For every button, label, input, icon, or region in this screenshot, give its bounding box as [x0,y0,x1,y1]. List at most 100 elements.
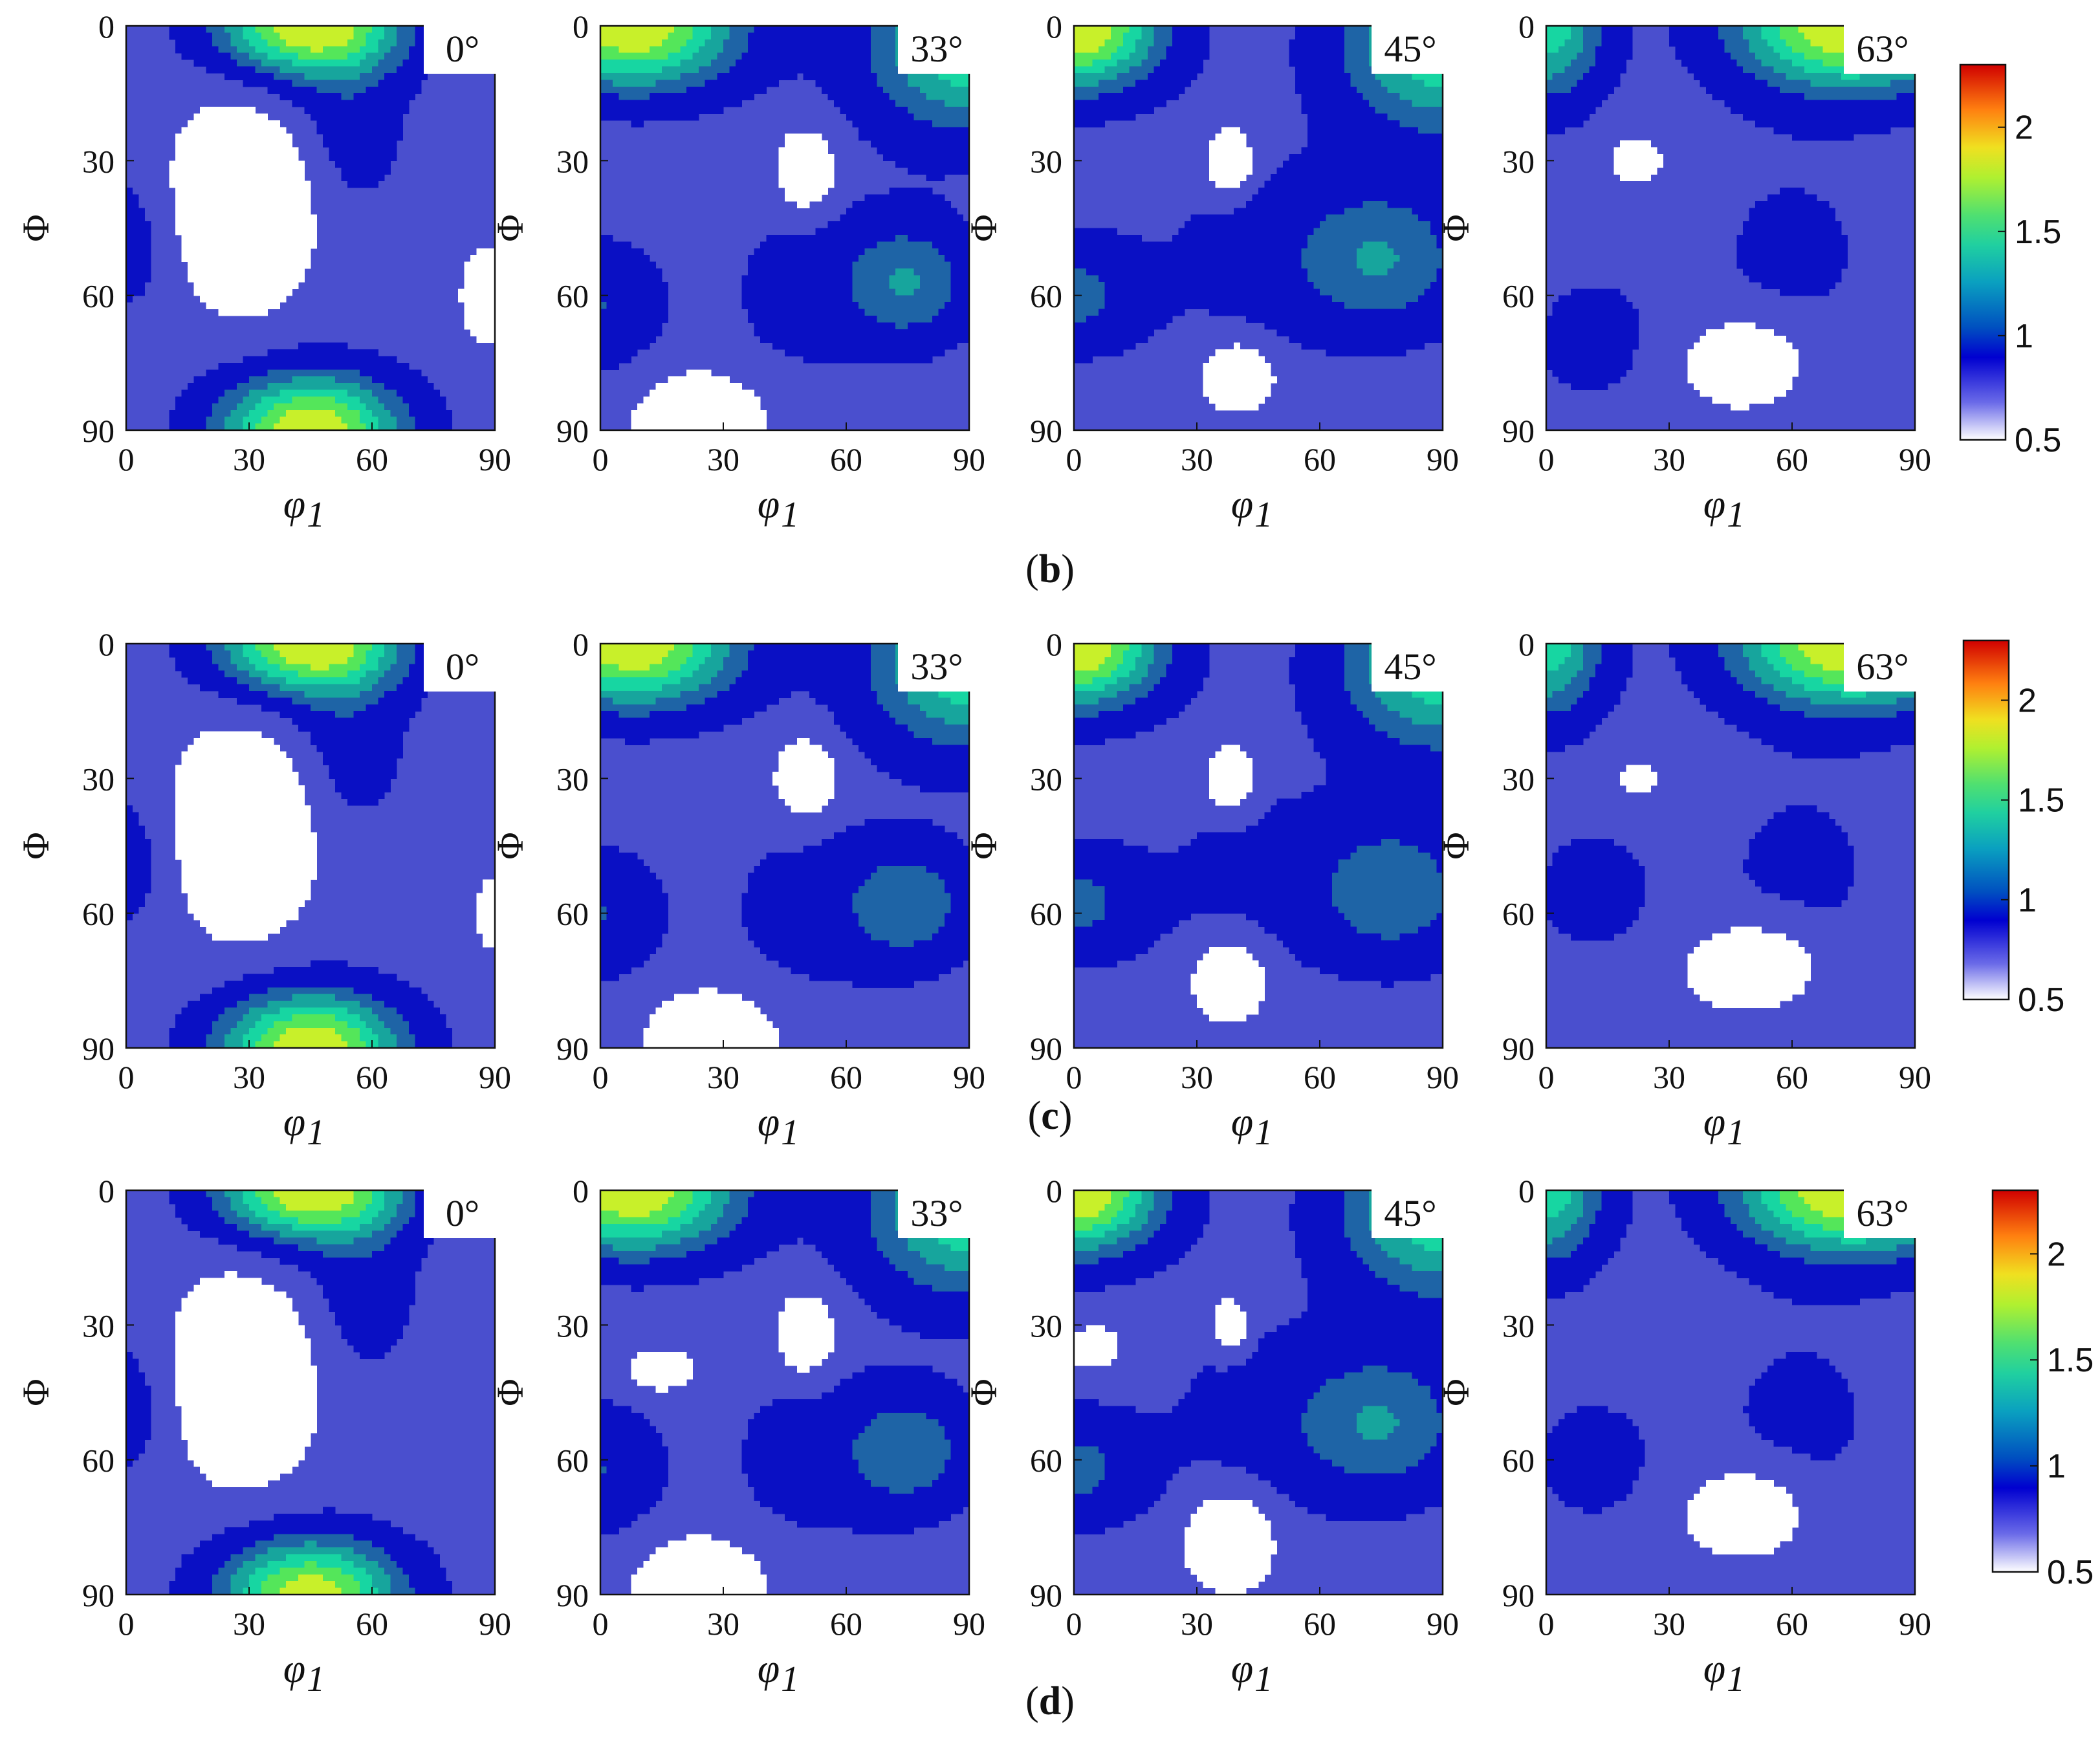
y-tick-label: 90 [1502,413,1535,449]
contour-cell [1681,677,1738,685]
y-tick-label: 30 [556,143,589,179]
contour-cell [1571,1190,1584,1198]
contour-cell [464,309,496,316]
contour-cell [212,1574,232,1582]
contour-cell [1706,704,1780,712]
contour-cell [600,1210,620,1218]
contour-cell [378,423,397,431]
contour-cell [760,1406,970,1413]
contour-cell [1798,1190,1848,1198]
contour-cell [1749,39,1768,47]
contour-cell [692,52,718,60]
contour-cell [1571,1197,1584,1204]
x-tick-label: 0 [118,1059,135,1095]
contour-cell [1344,1217,1370,1225]
contour-cell [631,423,767,431]
contour-cell [360,417,379,424]
contour-cell [175,845,318,853]
contour-cell [237,1021,256,1029]
contour-cell [1172,32,1210,40]
contour-cell [859,1291,970,1299]
contour-cell [699,1210,724,1218]
contour-cell [402,1190,416,1198]
contour-cell [822,1250,884,1258]
contour-cell [1792,60,1824,67]
contour-cell [1307,234,1438,242]
contour-cell [1546,60,1571,67]
contour-cell [711,677,736,685]
contour-cell [889,281,921,289]
contour-cell [1412,208,1443,215]
contour-cell [1172,657,1210,664]
contour-cell [1706,1479,1775,1487]
contour-cell [926,174,945,182]
colorbar-tick-label: 1 [2047,1448,2066,1485]
contour-cell [1141,60,1161,67]
contour-cell [1203,954,1253,961]
contour-cell [237,383,268,391]
contour-cell [1307,725,1376,732]
contour-cell [1743,684,1775,692]
contour-cell [390,664,410,671]
contour-cell [353,1547,385,1555]
contour-cell [390,1027,410,1035]
contour-cell [1792,1224,1824,1232]
contour-cell [1074,309,1099,316]
contour-cell [1111,670,1130,678]
contour-cell [181,1007,225,1015]
contour-cell [1301,261,1357,269]
contour-cell [1810,1453,1836,1461]
contour-cell [1148,690,1198,698]
contour-cell [1546,644,1571,651]
contour-cell [126,208,146,215]
contour-cell [175,1318,299,1325]
contour-cell [230,1027,250,1035]
contour-cell [311,737,404,745]
contour-cell [717,1217,743,1225]
contour-cell [1546,342,1639,350]
contour-cell [723,1203,749,1211]
contour-cell [181,866,318,873]
contour-cell [175,1392,318,1400]
contour-cell [1295,1250,1357,1258]
contour-cell [1074,275,1099,283]
contour-cell [1074,1453,1106,1461]
contour-cell [1074,1493,1161,1501]
contour-cell [1601,657,1633,664]
contour-cell [464,281,496,289]
contour-cell [754,1487,890,1494]
contour-cell [255,1190,274,1198]
contour-cell [1694,342,1793,350]
x-tick-label: 30 [707,441,739,477]
contour-cell [600,1244,613,1252]
contour-cell [1780,86,1916,94]
plot-frame [1545,642,1916,1049]
contour-cell [1577,670,1596,678]
contour-cell [1074,268,1087,276]
contour-cell [655,1007,761,1015]
y-tick-label: 90 [1030,1030,1062,1067]
contour-cell [1546,80,1578,87]
contour-cell [1307,120,1401,127]
y-tick-label: 0 [573,8,589,45]
contour-cell [169,1190,207,1198]
contour-cell [230,650,244,658]
x-axis-label: φ1 [283,1100,325,1153]
contour-cell [950,899,970,907]
x-tick-label: 90 [953,1059,985,1095]
contour-cell [600,1190,675,1198]
panel-label-close: ) [1061,1679,1075,1723]
contour-cell [834,1386,964,1393]
contour-cell [384,1190,404,1198]
contour-cell [206,369,268,377]
contour-cell [347,39,367,47]
contour-cell [1571,644,1584,651]
contour-cell [1350,920,1431,928]
contour-cell [600,1224,681,1232]
contour-cell [390,1574,410,1582]
contour-cell [126,866,151,873]
contour-cell [200,1466,293,1474]
contour-cell [1332,893,1443,900]
contour-cell [1092,677,1118,685]
contour-cell [1546,745,1566,752]
